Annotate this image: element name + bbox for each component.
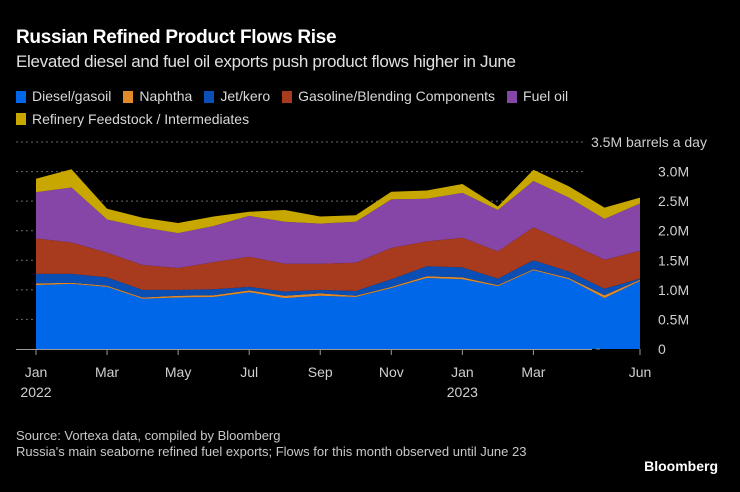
x-tick-label: Jan [451,364,474,380]
legend-item: Gasoline/Blending Components [282,86,495,107]
bloomberg-logo: Bloomberg [644,458,718,474]
chart-title: Russian Refined Product Flows Rise [16,27,337,48]
legend-label: Gasoline/Blending Components [298,88,496,104]
chart-subtitle: Elevated diesel and fuel oil exports pus… [16,52,516,71]
legend-swatch [16,90,26,103]
y-tick-label: 0 [658,341,666,357]
x-tick-label: Jan [25,364,48,380]
legend-item: Fuel oil [507,86,568,107]
legend-swatch [16,113,26,125]
x-axis: Jan 2022 Mar May Jul Sep Nov Jan 2023 Mar Jun [16,349,651,400]
footer-notes: Source: Vortexa data, compiled by Bloomb… [16,428,596,460]
x-tick-year-label: 2023 [447,384,478,400]
area-refinery-feedstock-intermediates [36,169,640,234]
legend-item: Naphtha [123,86,192,107]
x-tick-label: May [165,364,191,380]
legend: Diesel/gasoil Naphtha Jet/kero Gasoline/Ble… [16,86,716,131]
legend-swatch [204,90,215,103]
x-tick-label: Jul [240,364,258,380]
legend-label: Refinery Feedstock / Intermediates [32,110,250,127]
area-gasoline-blending-components [36,227,640,292]
legend-label: Naphtha [139,88,193,104]
y-tick-label: 2.0M [658,223,689,239]
legend-item: Refinery Feedstock / Intermediates [16,109,249,130]
x-tick-label: Nov [379,364,404,380]
y-tick-label: 3.0M [658,164,689,180]
legend-label: Diesel/gasoil [32,88,112,104]
area-diesel-gasoil [36,270,640,349]
data-note: Russia's main seaborne refined fuel expo… [16,444,527,459]
y-tick-label: 1.5M [658,252,689,268]
y-tick-label: 2.5M [658,193,689,209]
source-note: Source: Vortexa data, compiled by Bloomb… [16,428,281,443]
y-tick-label: 0.5M [658,311,689,327]
x-tick-label: Jun [629,364,652,380]
legend-item: Jet/kero [204,86,270,107]
chart-area: Jan 2022 Mar May Jul Sep Nov Jan 2023 Mar Jun 0 0.5… [16,134,707,400]
x-tick-label: Mar [95,364,119,380]
area-fuel-oil [36,181,640,268]
legend-swatch [282,90,293,103]
x-tick-label: Sep [308,364,333,380]
x-tick-year-label: 2022 [20,384,51,400]
legend-item: Diesel/gasoil [16,86,111,107]
x-tick-label: Mar [521,364,545,380]
legend-swatch [123,90,134,103]
y-tick-label: 3.5M barrels a day [591,134,707,150]
legend-label: Jet/kero [220,88,271,104]
y-tick-label: 1.0M [658,282,689,298]
y-axis: 0 0.5M 1.0M 1.5M 2.0M 2.5M 3.0M 3.5M barrels a … [591,134,707,357]
stacked-areas [36,169,640,349]
legend-label: Fuel oil [523,88,569,104]
legend-swatch [507,90,518,103]
